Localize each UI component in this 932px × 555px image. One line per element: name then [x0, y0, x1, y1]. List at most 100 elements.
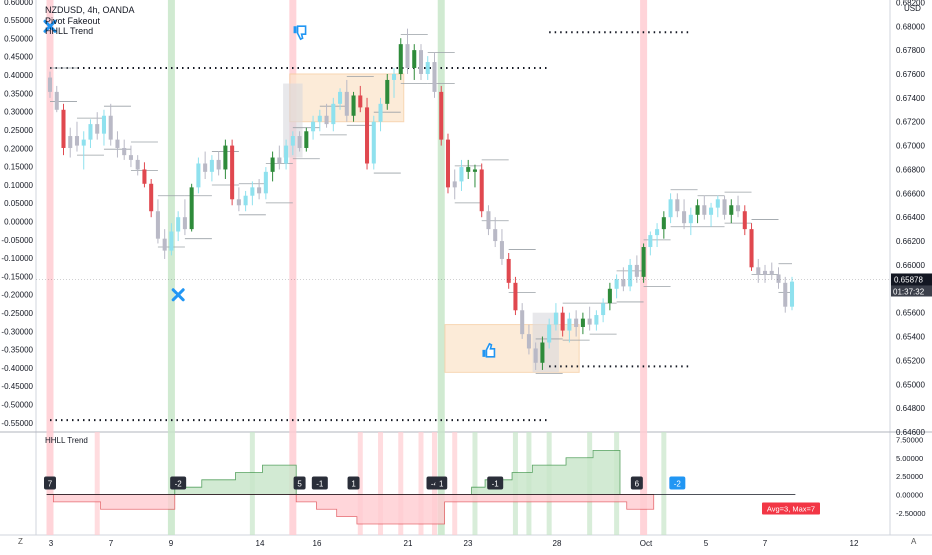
hhll-label-text: 1 [351, 480, 356, 489]
indicator-axis: 7.50000 5.00000 2.50000 0.00000 -2.50000 [896, 435, 926, 518]
indicator-band [418, 432, 424, 535]
left-tick-label: 0.25000 [4, 126, 33, 135]
candle [553, 303, 558, 331]
candle-body [506, 258, 511, 283]
left-tick-label: 0.20000 [4, 144, 33, 153]
candle-body [742, 211, 747, 230]
price-tick-label: 0.65200 [896, 356, 925, 365]
left-tick-label: -0.40000 [1, 364, 33, 373]
timezone-toggle[interactable]: Z [18, 537, 23, 546]
candle-body [176, 217, 181, 232]
candle-body [675, 199, 680, 212]
candle [412, 44, 417, 80]
indicator-hhll-label[interactable]: HHLL Trend [45, 26, 94, 36]
candle-body [128, 155, 133, 160]
hhll-label-text: -1 [316, 480, 324, 489]
candle [344, 79, 349, 122]
cross-stroke [171, 288, 185, 302]
left-tick-label: 0.15000 [4, 163, 33, 172]
candle-body [189, 187, 194, 230]
hhll-label-text: 6 [635, 480, 640, 489]
candle [439, 85, 444, 146]
candle [533, 342, 538, 370]
candle-body [61, 109, 66, 148]
candle [243, 190, 248, 212]
candle-body [587, 318, 592, 325]
candle [695, 199, 700, 224]
candle [587, 306, 592, 331]
candle [108, 103, 113, 146]
candle-body [499, 241, 504, 259]
candle-body [574, 318, 579, 327]
candle-body [196, 163, 201, 188]
candle [74, 121, 80, 152]
left-tick-label: 0.45000 [4, 53, 33, 62]
time-tick-label: 14 [256, 539, 265, 548]
candle-body [378, 103, 383, 122]
candle-body [371, 121, 376, 164]
thumb-cuff [293, 26, 297, 34]
candle-body [304, 131, 309, 148]
left-tick-label: 0.00000 [4, 217, 33, 226]
candle-body [513, 282, 518, 311]
candle [628, 258, 633, 292]
left-tick-label: -0.15000 [1, 272, 33, 281]
hhll-label-tag [311, 476, 328, 490]
candle [709, 202, 714, 227]
candle [621, 267, 626, 292]
candle-body [614, 279, 619, 289]
left-tick-label: 0.35000 [4, 89, 33, 98]
price-tick-label: 0.66000 [896, 261, 925, 270]
price-axis-unit: USD [904, 4, 921, 13]
indicator-band [472, 432, 478, 535]
candle-body [769, 270, 774, 275]
candle [203, 151, 208, 180]
indicator-tick-label: 7.50000 [896, 435, 923, 444]
indicator-band [94, 432, 100, 535]
candle-body [688, 214, 693, 224]
candle [358, 85, 363, 113]
candle [365, 97, 370, 170]
symbol-label[interactable]: NZDUSD, 4h, OANDA [45, 5, 135, 15]
candle [391, 68, 397, 98]
hhll-label-text: 7 [48, 480, 53, 489]
candle [641, 243, 646, 283]
indicator-pivot-fakeout-label[interactable]: Pivot Fakeout [45, 15, 101, 26]
candle [499, 229, 504, 265]
candle-body [702, 205, 707, 215]
cross-icon [171, 288, 185, 302]
candle-body [88, 124, 93, 140]
fakeout-zone [444, 324, 580, 373]
candle [594, 310, 599, 331]
candle [297, 131, 302, 152]
candle [250, 181, 255, 206]
candle [675, 193, 680, 218]
candle [614, 274, 619, 299]
candle [445, 133, 451, 194]
candle-body [47, 77, 53, 92]
candle [277, 145, 282, 170]
candle-body [661, 217, 666, 230]
candle-body [479, 169, 484, 212]
left-tick-label: 0.30000 [4, 108, 33, 117]
time-tick-label: 7 [109, 539, 114, 548]
candle-body [452, 181, 457, 188]
left-tick-label: -0.25000 [1, 309, 33, 318]
candle-body [715, 199, 720, 208]
candle-body [418, 50, 424, 74]
candle [742, 205, 747, 236]
signal-band [167, 0, 175, 535]
left-tick-label: -0.50000 [1, 401, 33, 410]
candle-body [736, 205, 741, 212]
candle-body [648, 235, 653, 248]
auto-scale-toggle[interactable]: A [911, 537, 917, 546]
candle-body [412, 50, 417, 69]
candle-body [682, 211, 687, 224]
candle-body [331, 103, 336, 125]
left-tick-label: -0.05000 [1, 236, 33, 245]
hhll-label-tag [669, 476, 686, 490]
candle [101, 109, 106, 146]
candle-body [762, 270, 768, 275]
lower-pane-title[interactable]: HHLL Trend [45, 436, 88, 445]
